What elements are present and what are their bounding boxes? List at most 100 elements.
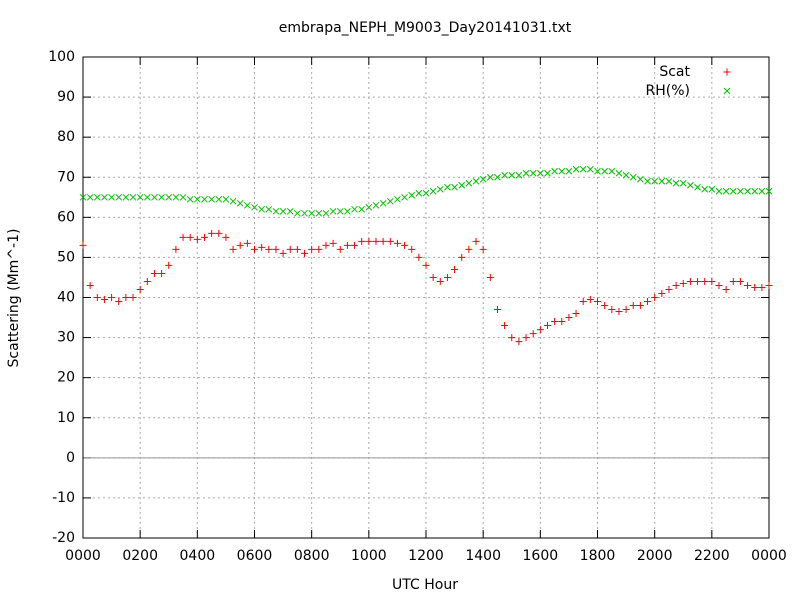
data-point (386, 197, 394, 205)
data-point (465, 179, 473, 187)
data-point (258, 205, 265, 213)
data-point (729, 187, 737, 195)
data-point (494, 173, 501, 181)
data-point (329, 239, 337, 247)
data-point (508, 171, 516, 179)
data-point (637, 175, 644, 183)
data-point (365, 237, 373, 245)
data-point (86, 281, 94, 289)
data-point (272, 245, 280, 253)
y-tick-label: 60 (57, 209, 75, 225)
data-point (429, 273, 437, 281)
data-point (651, 294, 659, 301)
data-point (136, 285, 144, 293)
data-point (222, 195, 230, 203)
y-tick-label: 30 (57, 330, 75, 346)
data-point (737, 187, 744, 195)
data-point (587, 165, 594, 173)
data-point (265, 205, 273, 213)
data-point (172, 193, 180, 201)
data-point (115, 193, 123, 201)
data-point (551, 318, 559, 326)
x-axis-label: UTC Hour (392, 577, 458, 593)
data-point (365, 203, 373, 211)
data-point (715, 187, 723, 195)
data-point (265, 245, 273, 253)
data-point (729, 277, 737, 285)
y-axis-label: Scattering (Mm^-1) (6, 229, 22, 368)
data-point (629, 302, 637, 310)
data-point (672, 179, 680, 187)
data-point (651, 177, 659, 185)
data-point (236, 199, 244, 207)
data-point (436, 185, 444, 193)
data-point (286, 245, 294, 253)
x-tick-label: 0800 (294, 548, 330, 564)
data-point (586, 296, 594, 304)
y-tick-label: 10 (57, 410, 75, 426)
x-tick-label: 2200 (694, 548, 730, 564)
data-point (286, 207, 294, 215)
data-point (443, 273, 451, 281)
data-point (715, 281, 723, 289)
data-point (687, 181, 694, 189)
y-tick-label: 70 (57, 169, 75, 185)
data-point (486, 173, 494, 181)
data-point (122, 294, 130, 301)
data-point (272, 207, 280, 215)
data-point (765, 281, 773, 289)
y-tick-label: -20 (52, 530, 75, 546)
data-point (422, 189, 430, 197)
data-point (108, 294, 116, 301)
data-point (479, 245, 487, 253)
data-point (644, 298, 652, 306)
data-point (608, 306, 616, 314)
data-point (208, 195, 215, 203)
data-point (279, 207, 287, 215)
data-point (701, 277, 709, 285)
y-tick-label: 100 (48, 49, 75, 65)
data-point (608, 167, 616, 175)
data-point (551, 167, 558, 175)
data-point (351, 205, 358, 213)
data-point (429, 187, 437, 195)
data-point (451, 265, 459, 273)
y-tick-label: 20 (57, 370, 75, 386)
x-tick-label: 0000 (65, 548, 101, 564)
data-point (601, 167, 608, 175)
data-point (251, 203, 258, 211)
data-point (686, 277, 694, 285)
x-tick-label: 2000 (637, 548, 673, 564)
data-point (486, 273, 494, 281)
data-point (694, 183, 701, 191)
data-point (594, 298, 601, 306)
data-point (401, 241, 409, 249)
data-point (372, 237, 380, 245)
data-point (636, 302, 644, 310)
data-point (758, 283, 766, 291)
data-point (79, 193, 87, 201)
data-point (301, 249, 309, 257)
data-point (765, 187, 773, 195)
data-point (401, 193, 408, 201)
data-point (79, 241, 87, 249)
data-point (129, 294, 137, 301)
data-point (301, 209, 308, 217)
data-point (315, 209, 323, 217)
data-point (744, 281, 752, 289)
data-point (394, 195, 401, 203)
plot-border (82, 56, 770, 539)
data-point (336, 245, 344, 253)
data-point (694, 277, 702, 285)
data-point (244, 201, 251, 209)
data-point (93, 294, 101, 301)
data-point (622, 306, 630, 314)
data-point (344, 207, 351, 215)
data-point (379, 237, 387, 245)
data-point (572, 165, 580, 173)
data-point (186, 233, 194, 241)
x-tick-label: 0000 (751, 548, 787, 564)
data-point (115, 298, 123, 306)
data-point (193, 195, 201, 203)
